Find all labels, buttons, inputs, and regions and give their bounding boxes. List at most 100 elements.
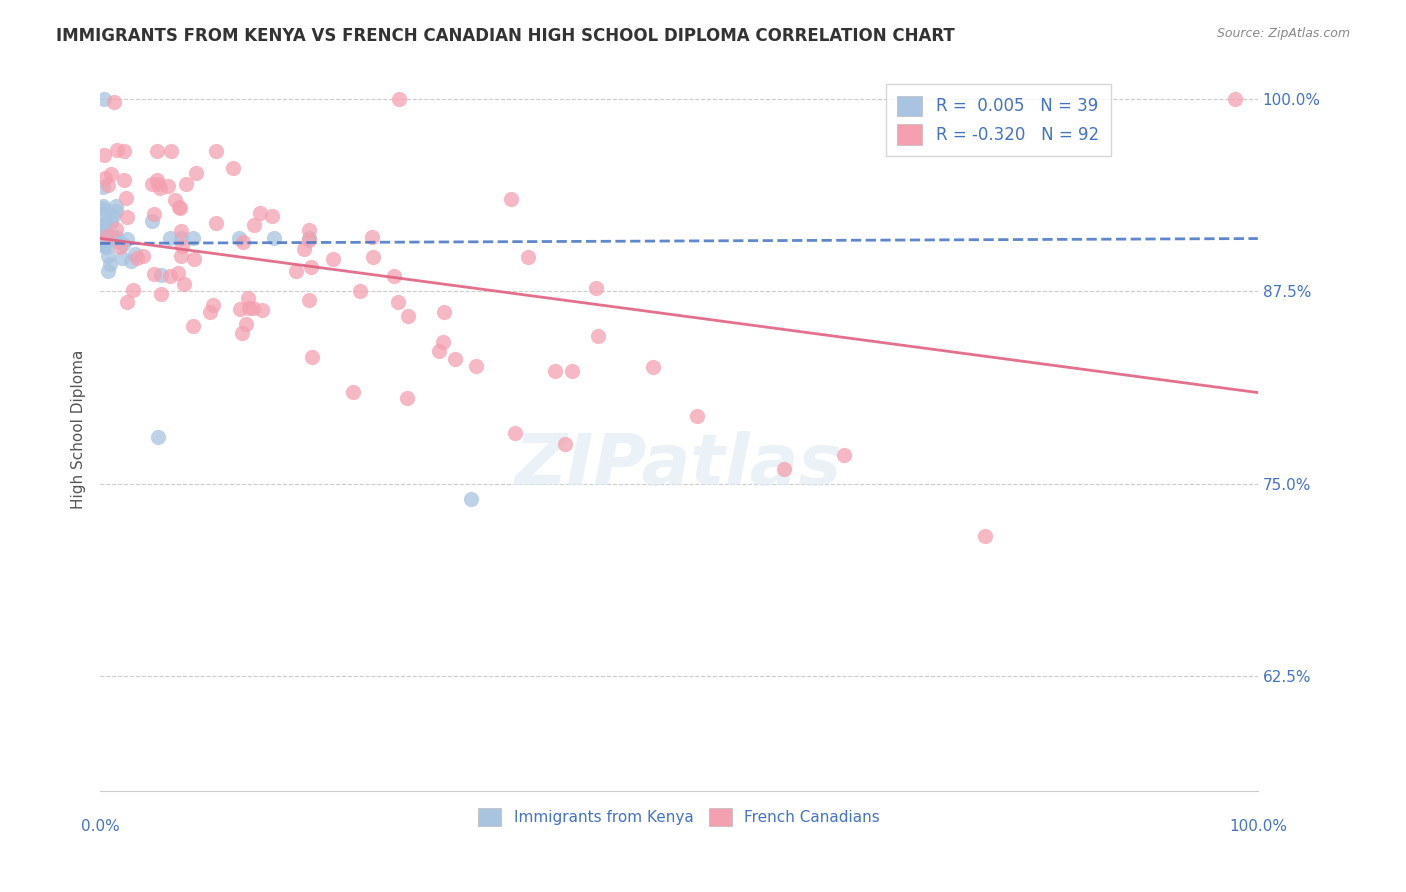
Point <box>100 167 122 181</box>
Point <box>105 143 128 157</box>
Point <box>243 218 266 232</box>
Point <box>238 301 260 315</box>
Point <box>349 284 371 298</box>
Point <box>143 206 166 220</box>
Point <box>232 235 254 249</box>
Point <box>183 252 205 266</box>
Point <box>242 301 264 316</box>
Point <box>228 230 250 244</box>
Point <box>516 250 538 264</box>
Point <box>174 177 197 191</box>
Point <box>260 210 283 224</box>
Point <box>832 448 855 462</box>
Point <box>103 95 125 109</box>
Point <box>125 251 148 265</box>
Text: Source: ZipAtlas.com: Source: ZipAtlas.com <box>1216 27 1350 40</box>
Point <box>167 200 190 214</box>
Point <box>111 236 134 251</box>
Point <box>91 198 114 212</box>
Point <box>388 92 411 106</box>
Point <box>292 242 315 256</box>
Point <box>93 219 115 233</box>
Point <box>105 222 128 236</box>
Point <box>146 178 169 192</box>
Point <box>94 215 117 229</box>
Point <box>231 326 253 340</box>
Point <box>382 268 405 283</box>
Point <box>91 218 114 232</box>
Point <box>143 268 166 282</box>
Point <box>120 253 142 268</box>
Text: ZIPatlas: ZIPatlas <box>515 432 842 500</box>
Point <box>93 92 115 106</box>
Point <box>108 240 131 254</box>
Point <box>157 178 180 193</box>
Point <box>342 385 364 400</box>
Point <box>101 230 124 244</box>
Point <box>170 249 193 263</box>
Point <box>285 264 308 278</box>
Point <box>114 191 136 205</box>
Point <box>321 252 343 266</box>
Point <box>387 295 409 310</box>
Point <box>115 232 138 246</box>
Point <box>686 409 709 423</box>
Point <box>132 249 155 263</box>
Point <box>159 268 181 283</box>
Point <box>124 247 146 261</box>
Point <box>105 234 128 248</box>
Point <box>146 430 169 444</box>
Point <box>200 304 222 318</box>
Point <box>105 204 128 219</box>
Point <box>149 286 172 301</box>
Point <box>149 268 172 282</box>
Point <box>460 491 482 506</box>
Point <box>115 294 138 309</box>
Point <box>93 219 115 233</box>
Point <box>643 360 665 375</box>
Text: IMMIGRANTS FROM KENYA VS FRENCH CANADIAN HIGH SCHOOL DIPLOMA CORRELATION CHART: IMMIGRANTS FROM KENYA VS FRENCH CANADIAN… <box>56 27 955 45</box>
Point <box>96 226 118 240</box>
Point <box>298 293 321 307</box>
Point <box>145 173 167 187</box>
Point <box>465 359 488 373</box>
Point <box>544 364 567 378</box>
Point <box>299 260 322 274</box>
Point <box>249 206 271 220</box>
Point <box>93 238 115 252</box>
Point <box>586 329 609 343</box>
Point <box>110 251 132 265</box>
Point <box>181 230 204 244</box>
Point <box>97 250 120 264</box>
Point <box>301 350 323 364</box>
Point <box>93 206 115 220</box>
Point <box>298 223 321 237</box>
Point <box>181 319 204 334</box>
Point <box>169 202 191 216</box>
Point <box>205 145 228 159</box>
Point <box>141 177 163 191</box>
Point <box>98 257 121 271</box>
Point <box>298 233 321 247</box>
Point <box>503 425 526 440</box>
Point <box>112 173 135 187</box>
Point <box>973 529 995 543</box>
Point <box>163 193 186 207</box>
Point <box>94 239 117 253</box>
Point <box>101 209 124 223</box>
Legend: Immigrants from Kenya, French Canadians: Immigrants from Kenya, French Canadians <box>471 800 887 834</box>
Point <box>250 303 273 318</box>
Point <box>97 178 120 193</box>
Point <box>121 283 143 297</box>
Point <box>361 250 384 264</box>
Point <box>297 230 319 244</box>
Point <box>146 144 169 158</box>
Point <box>561 364 583 378</box>
Point <box>91 202 114 216</box>
Point <box>432 335 454 350</box>
Point <box>396 309 419 323</box>
Point <box>360 230 382 244</box>
Point <box>93 147 115 161</box>
Point <box>201 298 224 312</box>
Point <box>585 280 607 294</box>
